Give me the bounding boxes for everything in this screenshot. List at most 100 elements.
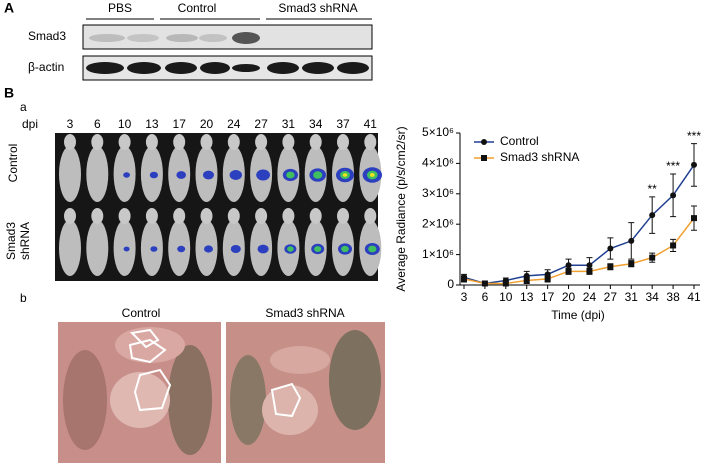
dpi-value: 10	[118, 117, 132, 131]
y-tick-label: 0	[447, 277, 454, 291]
dpi-value: 13	[145, 117, 159, 131]
row-label: Smad3	[28, 29, 66, 43]
dpi-value: 3	[67, 117, 74, 131]
group-label: PBS	[108, 1, 132, 15]
mouse-head	[118, 134, 131, 150]
mouse-head	[364, 208, 377, 224]
signal	[230, 245, 241, 253]
marker	[628, 260, 635, 267]
y-tick-label: 4×10⁶	[422, 156, 454, 170]
dpi-value: 41	[364, 117, 378, 131]
marker	[607, 245, 614, 252]
marker	[523, 277, 530, 284]
signal	[123, 172, 130, 178]
photo-title: Control	[122, 306, 161, 320]
y-tick-label: 5×10⁶	[422, 125, 454, 139]
x-tick-label: 38	[666, 290, 680, 304]
x-tick-label: 31	[625, 290, 639, 304]
mouse-head	[282, 134, 295, 150]
signal	[287, 246, 294, 252]
marker	[670, 242, 677, 249]
mouse-head	[91, 134, 104, 150]
dpi-value: 31	[282, 117, 296, 131]
mouse-head	[227, 208, 240, 224]
dpi-value: 24	[227, 117, 241, 131]
marker	[649, 212, 656, 219]
signal	[123, 246, 130, 252]
dpi-value: 17	[173, 117, 187, 131]
mouse-head	[173, 134, 186, 150]
x-axis-label: Time (dpi)	[551, 308, 605, 322]
x-tick-label: 3	[461, 290, 468, 304]
signal	[204, 245, 213, 253]
marker	[586, 268, 593, 275]
x-tick-label: 6	[482, 290, 489, 304]
marker	[628, 237, 635, 244]
row-label: Smad3	[4, 222, 18, 260]
x-tick-label: 10	[499, 290, 513, 304]
signal	[229, 170, 242, 180]
mouse-head	[227, 134, 240, 150]
mouse-head	[337, 134, 349, 150]
signal	[369, 173, 375, 177]
signal	[149, 171, 158, 179]
marker	[481, 139, 487, 145]
mouse-head	[64, 208, 76, 224]
x-tick-label: 17	[541, 290, 555, 304]
mouse	[86, 146, 109, 202]
signal	[256, 169, 270, 181]
x-tick-label: 13	[520, 290, 534, 304]
dpi-value: 27	[254, 117, 268, 131]
marker	[691, 215, 697, 222]
photo	[226, 322, 385, 463]
marker	[586, 262, 593, 269]
dpi-label: dpi	[22, 117, 38, 131]
panel-label: B	[4, 85, 14, 101]
mouse-head	[309, 134, 322, 150]
chart: Average Radiance (p/s/cm2/sr) Time (dpi)…	[394, 125, 701, 322]
mouse-head	[200, 134, 213, 150]
x-tick-label: 34	[646, 290, 660, 304]
signal	[203, 170, 214, 180]
significance: ***	[666, 159, 680, 173]
mouse	[59, 220, 81, 276]
mouse-head	[282, 208, 295, 224]
y-axis-label: Average Radiance (p/s/cm2/sr)	[394, 126, 408, 291]
y-tick-label: 3×10⁶	[422, 186, 454, 200]
signal	[176, 171, 186, 179]
x-tick-label: 41	[687, 290, 701, 304]
x-tick-label: 24	[583, 290, 597, 304]
x-tick-label: 20	[562, 290, 576, 304]
marker	[565, 268, 572, 275]
mouse-head	[145, 208, 158, 224]
marker	[649, 254, 656, 261]
signal	[368, 245, 377, 253]
legend-label: Smad3 shRNA	[500, 150, 579, 164]
mouse	[59, 146, 81, 202]
row-label: Control	[6, 144, 20, 183]
group-label: Smad3 shRNA	[278, 1, 357, 15]
significance: **	[648, 182, 658, 196]
legend-label: Control	[500, 134, 539, 148]
blot	[82, 24, 373, 81]
sub-label: b	[20, 291, 27, 305]
mouse-head	[64, 134, 76, 150]
series-line	[463, 164, 695, 285]
panel-label: A	[4, 0, 14, 16]
signal	[286, 171, 295, 179]
signal	[257, 244, 269, 254]
signal	[341, 245, 349, 253]
dpi-value: 6	[94, 117, 101, 131]
dpi-value: 20	[200, 117, 214, 131]
mouse-head	[118, 208, 131, 224]
mouse-head	[337, 208, 349, 224]
marker	[481, 280, 488, 287]
marker	[565, 262, 572, 269]
row-label: shRNA	[18, 222, 32, 260]
mouse-head	[364, 134, 377, 150]
mouse-head	[255, 134, 268, 150]
marker	[544, 275, 551, 282]
signal	[177, 245, 186, 253]
mouse-head	[255, 208, 268, 224]
